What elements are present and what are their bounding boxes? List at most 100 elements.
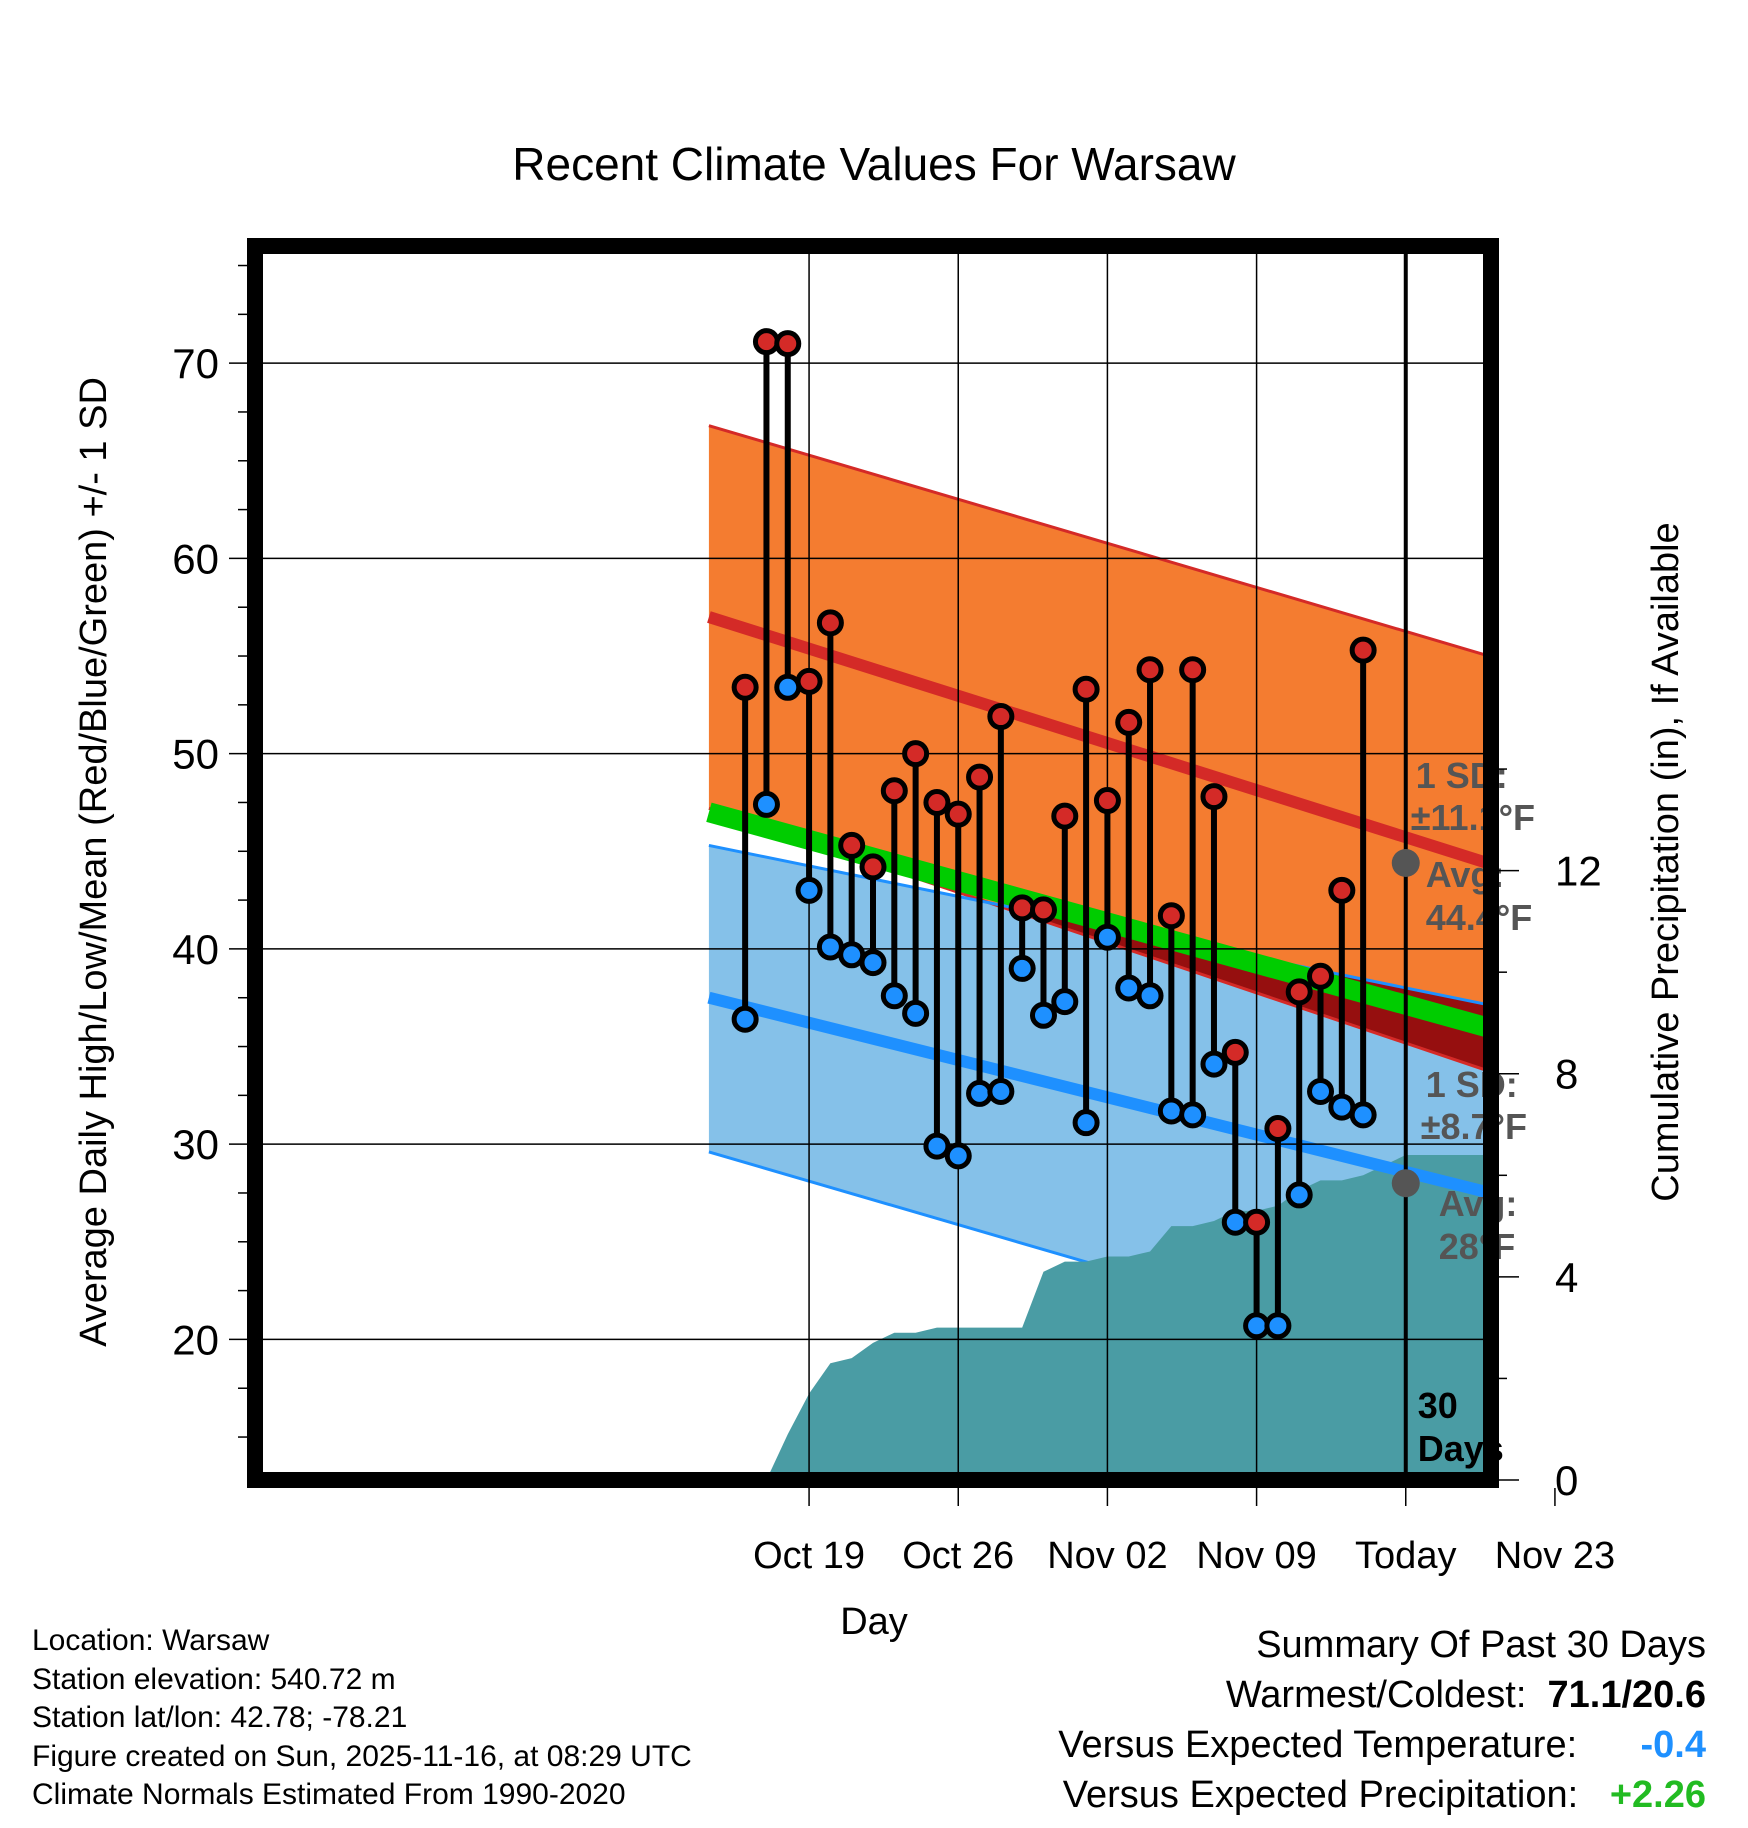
summary-precip-row: Versus Expected Precipitation: +2.26	[1058, 1770, 1706, 1820]
low-avg-label: Avg:	[1439, 1183, 1518, 1224]
high-temp-point	[1285, 978, 1313, 1006]
high-temp-point	[880, 777, 908, 805]
low-temp-point	[1008, 954, 1036, 982]
y-right-tick-label: 12	[1555, 848, 1602, 895]
high-temp-point	[1200, 783, 1228, 811]
today-high-avg-marker	[1391, 849, 1420, 877]
y-left-tick-label: 60	[172, 535, 219, 582]
y-right-tick-label: 8	[1555, 1051, 1578, 1098]
high-temp-point	[795, 667, 823, 695]
high-avg-value: 44.4°F	[1426, 897, 1532, 938]
temp-label: Versus Expected Temperature:	[1058, 1724, 1578, 1766]
x-tick-label: Nov 02	[1047, 1535, 1167, 1577]
high-temp-point	[1328, 876, 1356, 904]
x-tick-label: Oct 19	[753, 1535, 865, 1577]
elevation-text: Station elevation: 540.72 m	[32, 1662, 396, 1696]
low-temp-point	[1221, 1208, 1249, 1236]
days-count-label: 30	[1418, 1385, 1458, 1426]
high-temp-point	[752, 328, 780, 356]
low-avg-value: 28°F	[1439, 1226, 1515, 1267]
x-tick-label: Oct 26	[902, 1535, 1014, 1577]
low-temp-point	[944, 1142, 972, 1170]
low-temp-point	[1200, 1050, 1228, 1078]
y-right-tick-label: 0	[1555, 1457, 1578, 1504]
low-temp-point	[1029, 1001, 1057, 1029]
high-upper-sd-line	[708, 424, 1484, 657]
precip-value: +2.26	[1609, 1774, 1706, 1816]
low-temp-point	[1285, 1181, 1313, 1209]
high-temp-point	[1264, 1115, 1292, 1143]
precipitation-area	[769, 1154, 1484, 1473]
high-temp-point	[1157, 902, 1185, 930]
low-temp-point	[774, 673, 802, 701]
low-sd-label: 1 SD:	[1426, 1064, 1518, 1105]
y-left-tick-label: 30	[172, 1121, 219, 1168]
x-tick-label: Today	[1355, 1535, 1456, 1577]
low-temp-point	[1051, 988, 1079, 1016]
high-temp-point	[1307, 962, 1335, 990]
y-axis-right-label: Cumulative Precipitation (in), If Availa…	[1645, 522, 1687, 1201]
summary-temp-row: Versus Expected Temperature: -0.4	[1058, 1720, 1706, 1770]
high-temp-point	[902, 740, 930, 768]
high-temp-point	[1051, 802, 1079, 830]
axes-layer: 20 30 40 50 60 70 0 4 8 12 Oct 19 Oct 26 Nov 02 Nov 0…	[172, 264, 1615, 1577]
x-axis-label: Day	[840, 1601, 908, 1643]
high-temp-point	[1008, 894, 1036, 922]
high-temp-point	[816, 609, 844, 637]
low-temp-point	[923, 1132, 951, 1160]
high-temp-point	[859, 853, 887, 881]
x-tick-label: Nov 09	[1196, 1535, 1316, 1577]
chart-title: Recent Climate Values For Warsaw	[512, 138, 1236, 190]
low-temp-point	[1243, 1312, 1271, 1340]
low-temp-point	[1157, 1097, 1185, 1125]
low-temp-point	[1136, 982, 1164, 1010]
high-temp-point	[731, 673, 759, 701]
high-temp-point	[987, 703, 1015, 731]
y-axis-left-label: Average Daily High/Low/Mean (Red/Blue/Gr…	[73, 377, 115, 1347]
y-left-tick-label: 40	[172, 926, 219, 973]
high-temp-point	[1136, 656, 1164, 684]
low-temp-point	[1072, 1109, 1100, 1137]
high-temp-point	[1093, 787, 1121, 815]
temp-value: -0.4	[1640, 1724, 1706, 1766]
high-temp-point	[923, 788, 951, 816]
high-sd-band	[708, 425, 1484, 1070]
low-temp-point	[838, 941, 866, 969]
low-temp-point	[966, 1079, 994, 1107]
low-temp-point	[1328, 1093, 1356, 1121]
location-text: Location: Warsaw	[32, 1624, 270, 1657]
summary-warm-cold-row: Warmest/Coldest: 71.1/20.6	[1058, 1670, 1706, 1720]
high-temp-point	[1221, 1038, 1249, 1066]
high-temp-point	[1072, 675, 1100, 703]
low-temp-point	[1349, 1101, 1377, 1129]
high-temp-point	[1029, 896, 1057, 924]
low-temp-point	[987, 1077, 1015, 1105]
y-left-tick-label: 50	[172, 731, 219, 778]
high-temp-point	[1115, 708, 1143, 736]
today-low-avg-marker	[1391, 1169, 1420, 1198]
y-left-tick-label: 20	[172, 1316, 219, 1363]
high-temp-point	[944, 800, 972, 828]
high-temp-point	[1179, 656, 1207, 684]
high-temp-point	[966, 763, 994, 791]
station-info: Location: Warsaw Station elevation: 540.…	[32, 1622, 692, 1815]
high-temp-point	[1349, 636, 1377, 664]
low-temp-point	[1307, 1077, 1335, 1105]
plot-area	[262, 246, 1484, 1473]
plot-frame	[247, 238, 1499, 1488]
low-temp-point	[1115, 974, 1143, 1002]
y-left-tick-label: 70	[172, 340, 219, 387]
latlon-text: Station lat/lon: 42.78; -78.21	[32, 1701, 408, 1734]
low-temp-point	[1264, 1312, 1292, 1340]
low-sd-value: ±8.7°F	[1421, 1106, 1527, 1147]
created-text: Figure created on Sun, 2025-11-16, at 08…	[32, 1739, 692, 1773]
low-temp-point	[795, 876, 823, 904]
low-temp-point	[1179, 1101, 1207, 1129]
summary-panel: Summary Of Past 30 Days Warmest/Coldest:…	[1058, 1620, 1706, 1820]
low-temp-point	[880, 982, 908, 1010]
normals-text: Climate Normals Estimated From 1990-2020	[32, 1778, 626, 1811]
low-temp-point	[752, 790, 780, 818]
summary-title: Summary Of Past 30 Days	[1256, 1624, 1706, 1666]
